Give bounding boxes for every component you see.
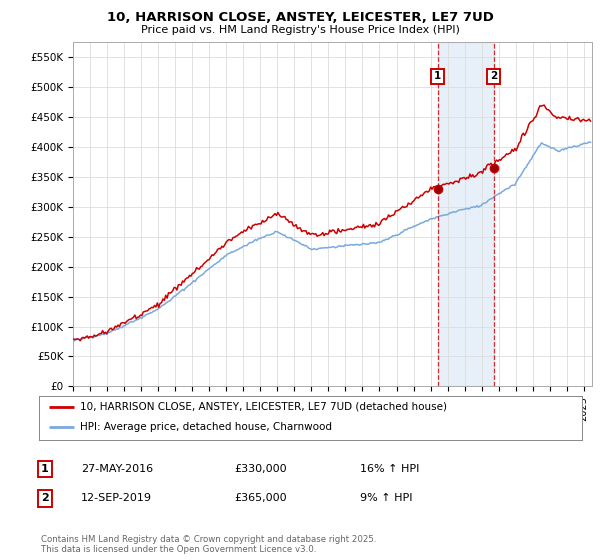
Text: £365,000: £365,000 xyxy=(234,493,287,503)
Text: £330,000: £330,000 xyxy=(234,464,287,474)
Text: 10, HARRISON CLOSE, ANSTEY, LEICESTER, LE7 7UD: 10, HARRISON CLOSE, ANSTEY, LEICESTER, L… xyxy=(107,11,493,24)
Text: 12-SEP-2019: 12-SEP-2019 xyxy=(81,493,152,503)
Text: 2: 2 xyxy=(490,72,497,81)
Text: 16% ↑ HPI: 16% ↑ HPI xyxy=(360,464,419,474)
Text: Contains HM Land Registry data © Crown copyright and database right 2025.
This d: Contains HM Land Registry data © Crown c… xyxy=(41,535,376,554)
Text: Price paid vs. HM Land Registry's House Price Index (HPI): Price paid vs. HM Land Registry's House … xyxy=(140,25,460,35)
Text: HPI: Average price, detached house, Charnwood: HPI: Average price, detached house, Char… xyxy=(80,422,332,432)
Text: 1: 1 xyxy=(41,464,49,474)
Text: 10, HARRISON CLOSE, ANSTEY, LEICESTER, LE7 7UD (detached house): 10, HARRISON CLOSE, ANSTEY, LEICESTER, L… xyxy=(80,402,447,412)
Text: 27-MAY-2016: 27-MAY-2016 xyxy=(81,464,153,474)
Text: 2: 2 xyxy=(41,493,49,503)
Bar xyxy=(437,42,494,386)
Text: 9% ↑ HPI: 9% ↑ HPI xyxy=(360,493,413,503)
Text: 1: 1 xyxy=(434,72,441,81)
